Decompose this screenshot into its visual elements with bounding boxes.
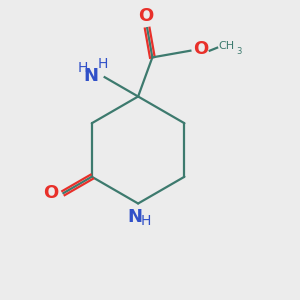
Text: H: H: [77, 61, 88, 75]
Text: 3: 3: [237, 47, 242, 56]
Text: O: O: [138, 7, 153, 25]
Text: N: N: [84, 67, 99, 85]
Text: O: O: [44, 184, 59, 202]
Text: H: H: [98, 57, 108, 71]
Text: H: H: [140, 214, 151, 228]
Text: O: O: [193, 40, 208, 58]
Text: N: N: [128, 208, 142, 226]
Text: CH: CH: [218, 41, 234, 51]
